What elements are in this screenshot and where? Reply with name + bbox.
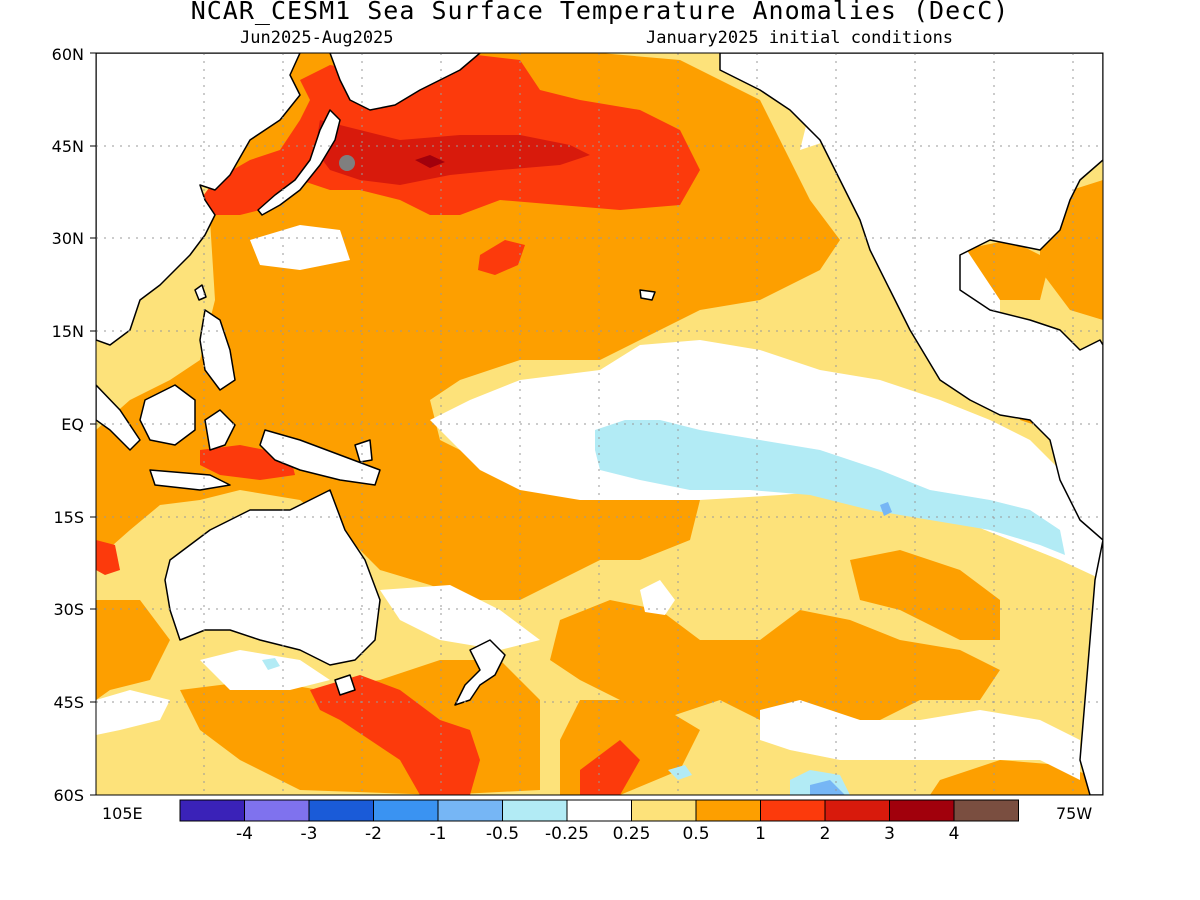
anomaly-region-orange: [850, 550, 1000, 640]
period-subtitle: Jun2025-Aug2025: [240, 28, 394, 48]
lon-label-left: 105E: [102, 804, 143, 823]
colorbar-tick-label: 4: [948, 824, 960, 844]
lat-label-15n: 15N: [51, 322, 84, 341]
lat-label-eq: EQ: [61, 415, 84, 434]
lat-ticks: [90, 52, 96, 796]
anomaly-region-red-orange: [96, 540, 120, 575]
colorbar-swatch: [308, 799, 374, 822]
gray-marker-dot: [339, 155, 355, 171]
colorbar-tick-label: -2: [365, 824, 382, 844]
colorbar-swatch: [179, 799, 245, 822]
colorbar-tick-label: 0.25: [612, 824, 651, 844]
anomaly-region-light-cyan: [595, 420, 1065, 555]
colorbar-swatch: [631, 799, 697, 822]
colorbar-tick-label: -0.25: [545, 824, 589, 844]
lat-label-30s: 30S: [53, 600, 84, 619]
lon-label-right: 75W: [1056, 804, 1093, 823]
anomaly-region-orange: [550, 600, 1000, 730]
land-masses: [96, 53, 1103, 795]
anomaly-region-neutral: [640, 580, 675, 615]
colorbar-tick-label: -1: [429, 824, 447, 844]
anomaly-region-neutral: [96, 690, 170, 735]
colorbar-swatch: [889, 799, 955, 822]
colorbar-swatch: [953, 799, 1019, 822]
colorbar-swatch: [437, 799, 503, 822]
colorbar-swatch: [695, 799, 761, 822]
anomaly-region-neutral: [760, 700, 1080, 780]
lat-label-45n: 45N: [51, 137, 84, 156]
colorbar: [179, 799, 1019, 822]
anomaly-region-light-cyan: [262, 658, 280, 670]
anomaly-region-red-orange: [200, 53, 700, 215]
colorbar-tick-label: -0.5: [485, 824, 520, 844]
initial-conditions-subtitle: January2025 initial conditions: [646, 28, 954, 48]
lat-label-60s: 60S: [53, 786, 84, 805]
anomaly-region-light-blue: [880, 502, 892, 516]
anomaly-region-red-orange: [310, 675, 480, 795]
anomaly-region-dark-red: [415, 155, 445, 168]
colorbar-tick-label: -3: [300, 824, 318, 844]
colorbar-swatch: [373, 799, 439, 822]
colorbar-tick-label: -4: [236, 824, 253, 844]
colorbar-tick-label: 0.5: [682, 824, 710, 844]
anomaly-region-red-orange: [478, 240, 525, 275]
anomaly-region-neutral: [250, 225, 350, 270]
anomaly-region-red: [315, 120, 590, 185]
anomaly-region-neutral: [200, 650, 330, 690]
lat-label-60n: 60N: [51, 45, 84, 64]
lat-label-30n: 30N: [51, 229, 84, 248]
colorbar-swatch: [760, 799, 826, 822]
anomaly-region-red-orange: [580, 740, 640, 795]
anomaly-region-light-cyan: [668, 765, 692, 780]
colorbar-swatch: [566, 799, 632, 822]
anomaly-region-orange: [96, 600, 170, 700]
lat-label-45s: 45S: [53, 693, 84, 712]
colorbar-tick-label: 2: [819, 824, 831, 844]
anomaly-region-neutral: [380, 585, 540, 650]
anomaly-region-light-blue: [810, 780, 845, 795]
colorbar-tick-label: 1: [755, 824, 766, 844]
chart-title: NCAR_CESM1 Sea Surface Temperature Anoma…: [190, 0, 1010, 25]
colorbar-tick-label: 3: [884, 824, 895, 844]
colorbar-swatch: [824, 799, 890, 822]
colorbar-swatch: [244, 799, 310, 822]
colorbar-swatch: [502, 799, 568, 822]
lat-label-15s: 15S: [53, 508, 84, 527]
